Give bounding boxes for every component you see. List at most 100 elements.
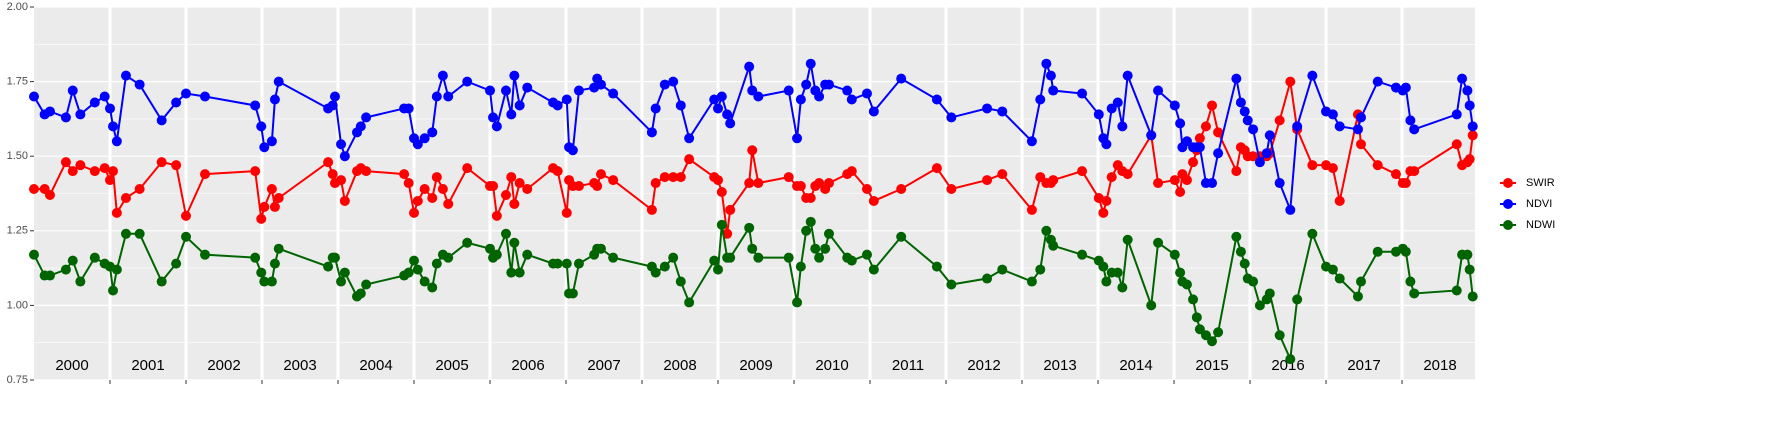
data-point <box>1122 70 1133 81</box>
data-point <box>1285 76 1296 87</box>
data-point <box>1175 118 1186 129</box>
data-point <box>409 207 420 218</box>
data-point <box>336 276 347 287</box>
data-point <box>1101 195 1112 206</box>
data-point <box>1207 178 1218 189</box>
data-point <box>747 145 758 156</box>
year-label: 2017 <box>1347 357 1380 374</box>
data-point <box>744 222 755 233</box>
data-point <box>716 187 727 198</box>
data-point <box>437 70 448 81</box>
data-point <box>1041 225 1052 236</box>
data-point <box>1117 282 1128 293</box>
data-point <box>171 160 182 171</box>
data-point <box>1248 151 1259 162</box>
data-point <box>792 297 803 308</box>
data-point <box>1307 70 1318 81</box>
y-tick-label: 0.75 <box>7 374 28 386</box>
data-point <box>1169 249 1180 260</box>
data-point <box>1451 285 1462 296</box>
data-point <box>1026 204 1037 215</box>
data-point <box>842 85 853 96</box>
data-point <box>1048 85 1059 96</box>
data-point <box>29 91 39 102</box>
data-point <box>896 184 907 195</box>
year-label: 2013 <box>1043 357 1076 374</box>
data-point <box>1235 246 1246 257</box>
data-point <box>29 184 39 195</box>
data-point <box>561 94 572 105</box>
data-point <box>355 121 366 132</box>
data-point <box>339 195 350 206</box>
data-point <box>567 145 578 156</box>
data-point <box>427 127 438 138</box>
data-point <box>266 136 277 147</box>
data-point <box>659 172 670 183</box>
data-point <box>336 139 347 150</box>
data-point <box>684 297 695 308</box>
data-point <box>111 207 122 218</box>
data-point <box>1400 246 1411 257</box>
data-point <box>336 175 347 186</box>
data-point <box>753 91 764 102</box>
year-label: 2007 <box>587 357 620 374</box>
data-point <box>522 82 533 93</box>
data-point <box>1334 195 1345 206</box>
data-point <box>573 85 584 96</box>
data-point <box>982 103 993 114</box>
data-point <box>60 264 71 275</box>
data-point <box>1254 157 1265 168</box>
data-point <box>1327 109 1338 120</box>
data-point <box>419 276 430 287</box>
data-point <box>567 288 578 299</box>
data-point <box>259 201 270 212</box>
data-point <box>491 210 502 221</box>
data-point <box>1239 106 1250 117</box>
data-point <box>509 237 520 248</box>
data-point <box>509 70 520 81</box>
data-point <box>1409 166 1420 177</box>
y-tick-label: 1.25 <box>7 225 28 237</box>
data-point <box>134 228 145 239</box>
year-label: 2015 <box>1195 357 1228 374</box>
data-point <box>1457 73 1468 84</box>
y-tick-label: 1.50 <box>7 150 28 162</box>
data-point <box>1035 94 1046 105</box>
data-point <box>1188 294 1199 305</box>
data-point <box>1242 115 1253 126</box>
data-point <box>75 160 86 171</box>
data-point <box>846 255 857 266</box>
data-point <box>462 237 473 248</box>
data-point <box>1112 267 1123 278</box>
data-point <box>75 276 86 287</box>
data-point <box>675 100 686 111</box>
data-point <box>820 243 831 254</box>
data-point <box>552 258 563 269</box>
year-label: 2018 <box>1423 357 1456 374</box>
data-point <box>266 276 277 287</box>
data-point <box>105 175 116 186</box>
data-point <box>1101 139 1112 150</box>
data-point <box>339 151 350 162</box>
data-point <box>339 267 350 278</box>
data-point <box>427 282 438 293</box>
data-point <box>1400 178 1411 189</box>
data-point <box>1372 76 1383 87</box>
data-point <box>1274 115 1285 126</box>
year-label: 2003 <box>283 357 316 374</box>
data-point <box>273 243 284 254</box>
year-label: 2014 <box>1119 357 1152 374</box>
year-label: 2011 <box>892 357 924 374</box>
data-point <box>931 261 942 272</box>
year-label: 2016 <box>1271 357 1304 374</box>
data-point <box>946 279 957 290</box>
data-point <box>1462 85 1473 96</box>
data-point <box>259 142 270 153</box>
data-point <box>361 279 372 290</box>
data-point <box>488 181 499 192</box>
data-point <box>650 267 661 278</box>
data-point <box>75 109 86 120</box>
data-point <box>500 228 511 239</box>
data-point <box>684 154 695 165</box>
